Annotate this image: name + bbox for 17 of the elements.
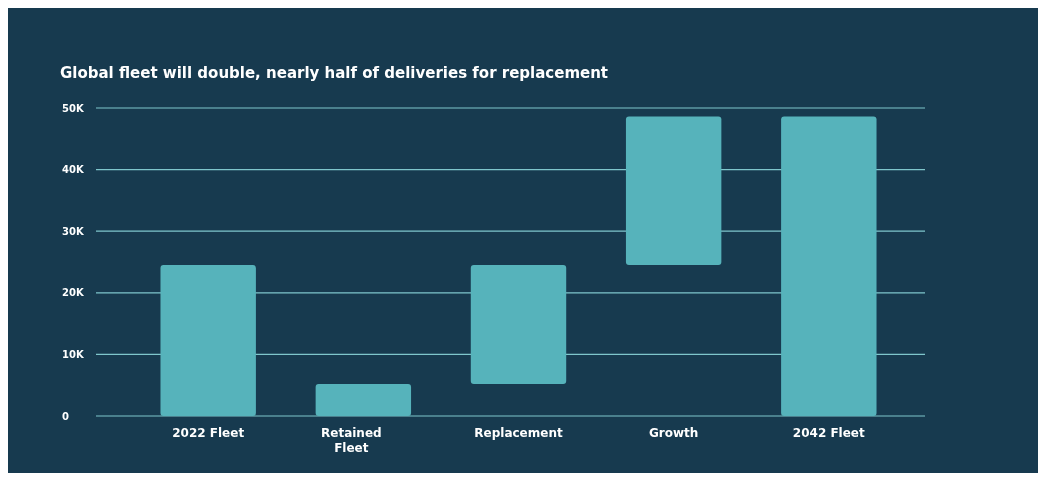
x-tick-label: 2022 Fleet	[172, 426, 245, 440]
y-tick-label: 10K	[62, 348, 85, 360]
bar	[781, 116, 877, 416]
y-tick-label: 50K	[62, 102, 85, 114]
bar	[470, 265, 567, 384]
chart-title: Global fleet will double, nearly half of deliveries for replacement	[60, 64, 609, 82]
bar	[160, 265, 256, 416]
bar	[315, 383, 412, 416]
x-tick-label: 2042 Fleet	[792, 426, 866, 440]
y-tick-label: 0	[62, 410, 69, 422]
x-tick-label: Growth	[648, 426, 699, 440]
y-tick-label: 30K	[62, 225, 85, 237]
x-tick-label: Retained Fleet	[321, 426, 382, 455]
x-tick-label: Replacement	[474, 426, 563, 440]
bar	[625, 116, 722, 266]
y-tick-label: 40K	[62, 164, 85, 176]
y-tick-label: 20K	[62, 287, 85, 299]
